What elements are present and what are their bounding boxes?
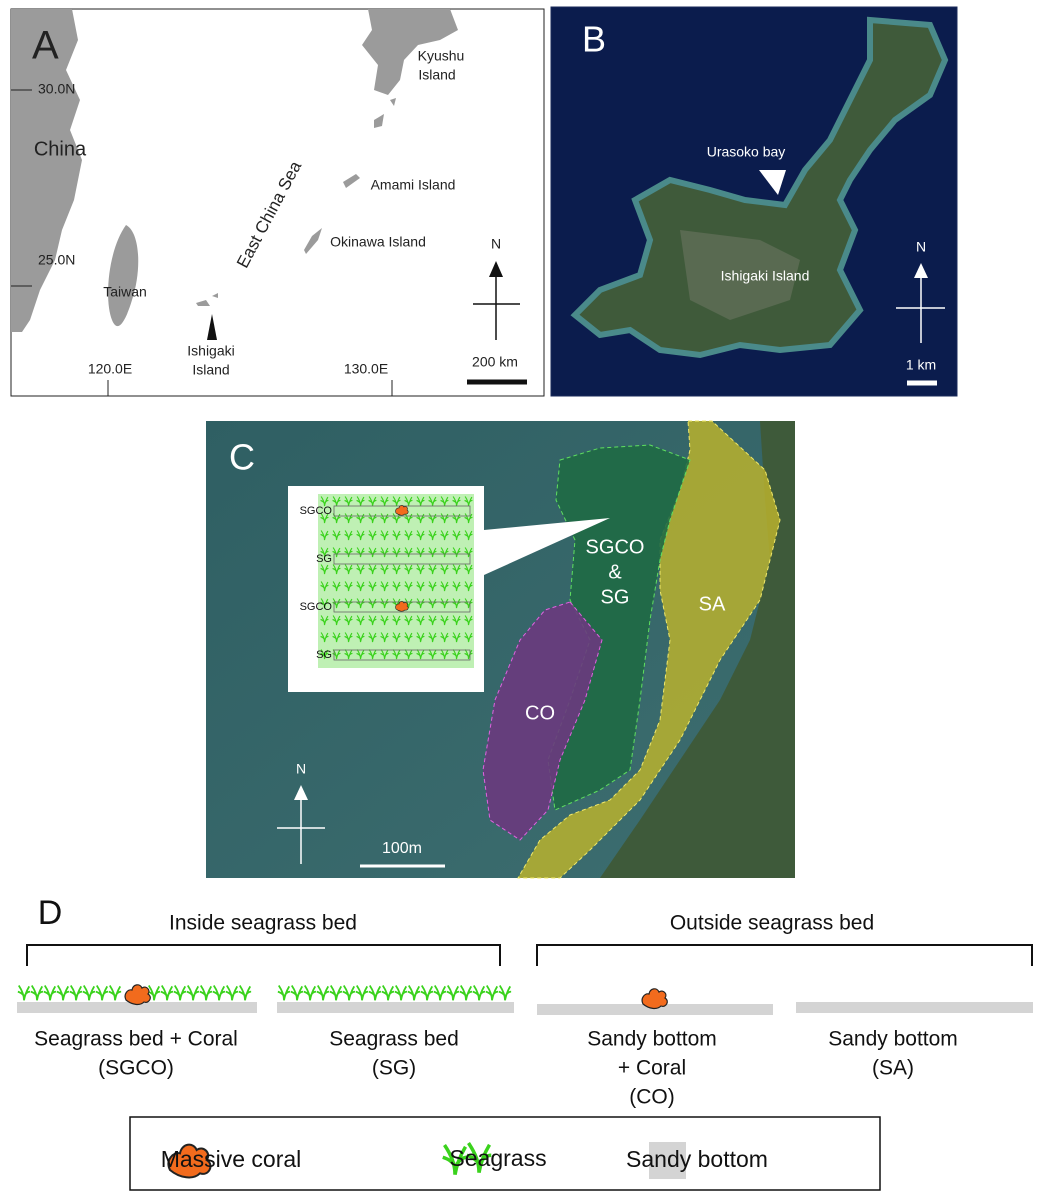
seagrass-row [18, 986, 511, 1001]
group-label: Inside seagrass bed [169, 912, 357, 935]
inset-row-label: SGCO [300, 505, 333, 517]
place-label: Urasoko bay [707, 144, 786, 160]
site-label: (SG) [372, 1057, 416, 1080]
group-label: Outside seagrass bed [670, 912, 874, 935]
place-label: Kyushu [418, 48, 465, 64]
tuft [83, 986, 95, 1001]
tuft [317, 986, 329, 1001]
zone-label: CO [525, 702, 555, 724]
site-label: + Coral [618, 1057, 686, 1080]
zone-label: & [608, 561, 622, 583]
scale-label: 100m [382, 840, 422, 857]
north-label: N [916, 239, 926, 255]
lon-label: 130.0E [344, 361, 388, 377]
inset-row-label: SGCO [300, 601, 333, 613]
bracket [537, 945, 1032, 966]
coral-icon [642, 989, 667, 1009]
tuft [395, 986, 407, 1001]
scale-label: 200 km [472, 354, 518, 370]
lon-label: 120.0E [88, 361, 132, 377]
tuft [70, 986, 82, 1001]
panel-b: B Urasoko bay Ishigaki Island N 1 km [551, 7, 957, 396]
tuft [304, 986, 316, 1001]
coral-icon [125, 985, 150, 1005]
legend-label: Sandy bottom [626, 1146, 768, 1172]
tuft [499, 986, 511, 1001]
tuft [18, 986, 30, 1001]
inset-row-label: SG [316, 649, 332, 661]
place-label: Ishigaki [187, 343, 234, 359]
tuft [369, 986, 381, 1001]
tuft [44, 986, 56, 1001]
place-label: Island [192, 362, 229, 378]
place-label: Ishigaki Island [721, 268, 810, 284]
panel-label: D [38, 894, 63, 932]
tuft [239, 986, 251, 1001]
panel-label: B [582, 19, 606, 60]
tuft [200, 986, 212, 1001]
place-label: Taiwan [103, 284, 147, 300]
tuft [343, 986, 355, 1001]
site-label: Seagrass bed + Coral [34, 1028, 238, 1051]
panel-label: C [229, 437, 255, 478]
tuft [96, 986, 108, 1001]
tuft [382, 986, 394, 1001]
tuft [278, 986, 290, 1001]
inset-row-label: SG [316, 553, 332, 565]
tuft [460, 986, 472, 1001]
tuft [57, 986, 69, 1001]
sand-strip [277, 1002, 514, 1013]
north-label: N [491, 236, 501, 252]
zone-label: SA [699, 593, 726, 615]
site-label: Seagrass bed [329, 1028, 459, 1051]
place-label: Okinawa Island [330, 234, 426, 250]
place-label: Amami Island [371, 177, 456, 193]
site-label: Sandy bottom [587, 1028, 717, 1051]
tuft [226, 986, 238, 1001]
panel-a: A 30.0N 25.0N 120.0E 130.0E China Taiwan… [11, 9, 544, 396]
tuft [187, 986, 199, 1001]
panel-label: A [32, 24, 59, 68]
tuft [109, 986, 121, 1001]
panel-c: SGCO SG SGCO SG C SGCO & SG SA CO N 100m [206, 421, 795, 878]
place-label: Island [418, 67, 455, 83]
tuft [486, 986, 498, 1001]
tuft [473, 986, 485, 1001]
north-label: N [296, 761, 306, 777]
tuft [447, 986, 459, 1001]
place-label: China [34, 138, 87, 160]
tuft [291, 986, 303, 1001]
zone-label: SGCO [586, 536, 645, 558]
tuft [421, 986, 433, 1001]
lat-label: 25.0N [38, 252, 75, 268]
tuft [174, 986, 186, 1001]
tuft [408, 986, 420, 1001]
site-label: Sandy bottom [828, 1028, 958, 1051]
figure: A 30.0N 25.0N 120.0E 130.0E China Taiwan… [0, 0, 1042, 1191]
scale-label: 1 km [906, 357, 936, 373]
bracket [27, 945, 500, 966]
sand-strip [796, 1002, 1033, 1013]
panel-d: D Inside seagrass bed Outside seagrass b… [17, 894, 1033, 1190]
site-labels: Seagrass bed + Coral (SGCO) Seagrass bed (S… [34, 1028, 958, 1109]
tuft [330, 986, 342, 1001]
site-label: (SGCO) [98, 1057, 174, 1080]
zone-label: SG [601, 586, 630, 608]
tuft [161, 986, 173, 1001]
tuft [213, 986, 225, 1001]
tuft [31, 986, 43, 1001]
site-label: (SA) [872, 1057, 914, 1080]
lat-label: 30.0N [38, 81, 75, 97]
tuft [434, 986, 446, 1001]
legend-label: Seagrass [449, 1145, 546, 1171]
tuft [356, 986, 368, 1001]
legend-label: Massive coral [161, 1146, 302, 1172]
site-label: (CO) [629, 1086, 675, 1109]
